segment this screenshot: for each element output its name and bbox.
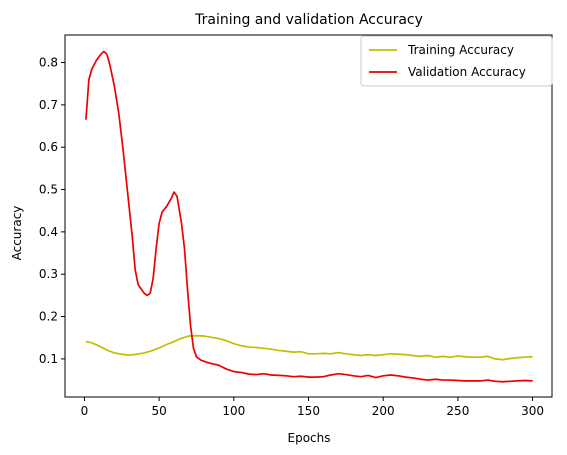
x-tick-label: 0	[81, 404, 89, 418]
y-tick-label: 0.6	[39, 140, 58, 154]
legend-label-training: Training Accuracy	[407, 43, 514, 57]
y-tick-label: 0.1	[39, 352, 58, 366]
legend-label-validation: Validation Accuracy	[408, 65, 526, 79]
chart-title: Training and validation Accuracy	[194, 12, 423, 28]
y-axis-label: Accuracy	[10, 206, 24, 261]
y-tick-label: 0.5	[39, 183, 58, 197]
x-tick-label: 300	[521, 404, 544, 418]
series-line-training	[85, 334, 533, 361]
plot-frame	[64, 34, 553, 398]
y-tick-label: 0.3	[39, 267, 58, 281]
x-tick-label: 250	[446, 404, 469, 418]
legend: Training Accuracy Validation Accuracy	[360, 35, 553, 87]
y-tick-label: 0.4	[39, 225, 58, 239]
y-tick-label: 0.8	[39, 56, 58, 70]
x-tick-label: 200	[372, 404, 395, 418]
axis-ticks: 0 50 100 150 200 250 300 0.1 0.2 0.3 0.4 0.5 0.6 0.7 0…	[39, 56, 544, 418]
x-tick-label: 100	[222, 404, 245, 418]
y-tick-label: 0.7	[39, 98, 58, 112]
plot-lines	[85, 50, 533, 383]
x-axis-label: Epochs	[288, 431, 331, 445]
series-line-validation	[85, 50, 533, 383]
x-tick-label: 50	[151, 404, 166, 418]
y-tick-label: 0.2	[39, 310, 58, 324]
legend-frame	[360, 35, 553, 87]
x-tick-label: 150	[297, 404, 320, 418]
